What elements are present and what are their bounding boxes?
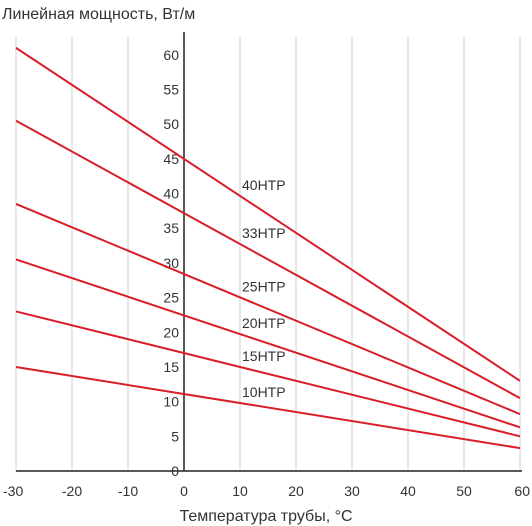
x-tick-label-4: 10 — [232, 483, 248, 499]
y-tick-label-3: 15 — [163, 359, 179, 375]
x-axis-label: Температура трубы, °C — [179, 508, 352, 525]
y-tick-label-5: 25 — [163, 290, 179, 306]
y-tick-label-11: 55 — [163, 81, 179, 97]
series-label-5: 10НТР — [242, 384, 286, 400]
series-line-3 — [15, 258, 521, 429]
y-tick-label-7: 35 — [163, 220, 179, 236]
axes — [16, 32, 522, 472]
series-line-1 — [15, 119, 521, 400]
tick-labels: -30 -20 -10 0 10 20 30 40 50 60051015202530354045… — [3, 47, 530, 499]
x-tick-label-8: 50 — [456, 483, 472, 499]
series-labels: 40НТР 33НТР 25НТР 20НТР 15НТР 10НТР — [242, 177, 286, 400]
series-line-2 — [15, 203, 521, 416]
x-tick-label-0: -30 — [3, 483, 23, 499]
y-axis-label: Линейная мощность, Вт/м — [2, 6, 195, 23]
y-tick-label-9: 45 — [163, 151, 179, 167]
x-tick-label-3: 0 — [180, 483, 188, 499]
y-tick-label-8: 40 — [163, 186, 179, 202]
series-line-0 — [15, 47, 521, 382]
series-label-3: 20НТР — [242, 315, 286, 331]
series-label-2: 25НТР — [242, 278, 286, 294]
y-tick-label-4: 20 — [163, 324, 179, 340]
x-tick-label-6: 30 — [344, 483, 360, 499]
y-tick-label-10: 50 — [163, 116, 179, 132]
series-line-5 — [15, 365, 521, 450]
series-line-4 — [15, 310, 521, 438]
y-tick-label-12: 60 — [163, 47, 179, 63]
series-label-0: 40НТР — [242, 177, 286, 193]
series-lines — [15, 47, 521, 450]
y-tick-label-2: 10 — [163, 394, 179, 410]
x-tick-label-7: 40 — [400, 483, 416, 499]
x-tick-label-1: -20 — [62, 483, 82, 499]
grid — [15, 36, 521, 471]
x-tick-label-5: 20 — [288, 483, 304, 499]
series-label-4: 15НТР — [242, 348, 286, 364]
y-tick-label-0: 0 — [171, 463, 179, 479]
series-label-1: 33НТР — [242, 225, 286, 241]
x-tick-label-9: 60 — [514, 483, 530, 499]
x-tick-label-2: -10 — [118, 483, 138, 499]
y-tick-label-1: 5 — [171, 428, 179, 444]
